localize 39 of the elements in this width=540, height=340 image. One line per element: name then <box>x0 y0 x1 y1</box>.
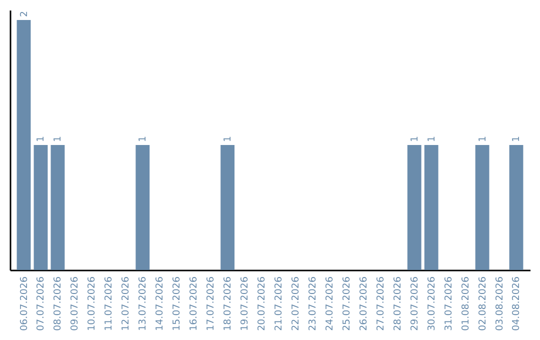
data-label: 1 <box>36 136 47 142</box>
x-tick-label: 21.07.2026 <box>273 276 284 331</box>
x-tick-label: 04.08.2026 <box>511 276 522 331</box>
x-tick-label: 06.07.2026 <box>18 276 30 331</box>
x-tick-label: 12.07.2026 <box>120 276 132 331</box>
data-label: 1 <box>511 136 522 142</box>
x-tick-label: 10.07.2026 <box>86 276 98 331</box>
x-tick-label: 30.07.2026 <box>426 276 438 331</box>
data-label: 1 <box>426 136 438 142</box>
x-tick-label: 01.08.2026 <box>460 276 472 331</box>
data-label: 1 <box>138 136 149 142</box>
x-tick-label: 15.07.2026 <box>172 276 183 331</box>
x-tick-label: 23.07.2026 <box>307 276 318 331</box>
x-tick-label: 09.07.2026 <box>70 276 81 331</box>
x-tick-label: 28.07.2026 <box>392 276 404 331</box>
x-tick-label: 29.07.2026 <box>409 276 420 331</box>
x-tick-label: 31.07.2026 <box>443 276 454 331</box>
x-tick-label: 20.07.2026 <box>256 276 268 331</box>
x-tick-label: 11.07.2026 <box>104 276 115 331</box>
data-label: 1 <box>52 136 64 142</box>
data-label: 2 <box>18 10 30 17</box>
x-tick-label: 07.07.2026 <box>36 276 47 331</box>
x-tick-label: 25.07.2026 <box>341 276 352 331</box>
x-tick-label: 18.07.2026 <box>222 276 234 331</box>
data-label: 1 <box>222 136 234 142</box>
x-tick-label: 08.07.2026 <box>52 276 64 331</box>
data-label: 1 <box>409 136 420 142</box>
x-tick-label: 16.07.2026 <box>188 276 200 331</box>
data-label: 1 <box>477 136 488 142</box>
x-tick-label: 26.07.2026 <box>358 276 370 331</box>
x-tick-label: 24.07.2026 <box>324 276 336 331</box>
x-tick-label: 22.07.2026 <box>290 276 302 331</box>
x-tick-label: 13.07.2026 <box>138 276 149 331</box>
x-tick-label: 02.08.2026 <box>477 276 488 331</box>
x-tick-label: 19.07.2026 <box>240 276 251 331</box>
x-tick-label: 14.07.2026 <box>154 276 166 331</box>
x-tick-label: 27.07.2026 <box>375 276 386 331</box>
x-tick-label: 17.07.2026 <box>206 276 217 331</box>
x-tick-label: 03.08.2026 <box>494 276 506 331</box>
